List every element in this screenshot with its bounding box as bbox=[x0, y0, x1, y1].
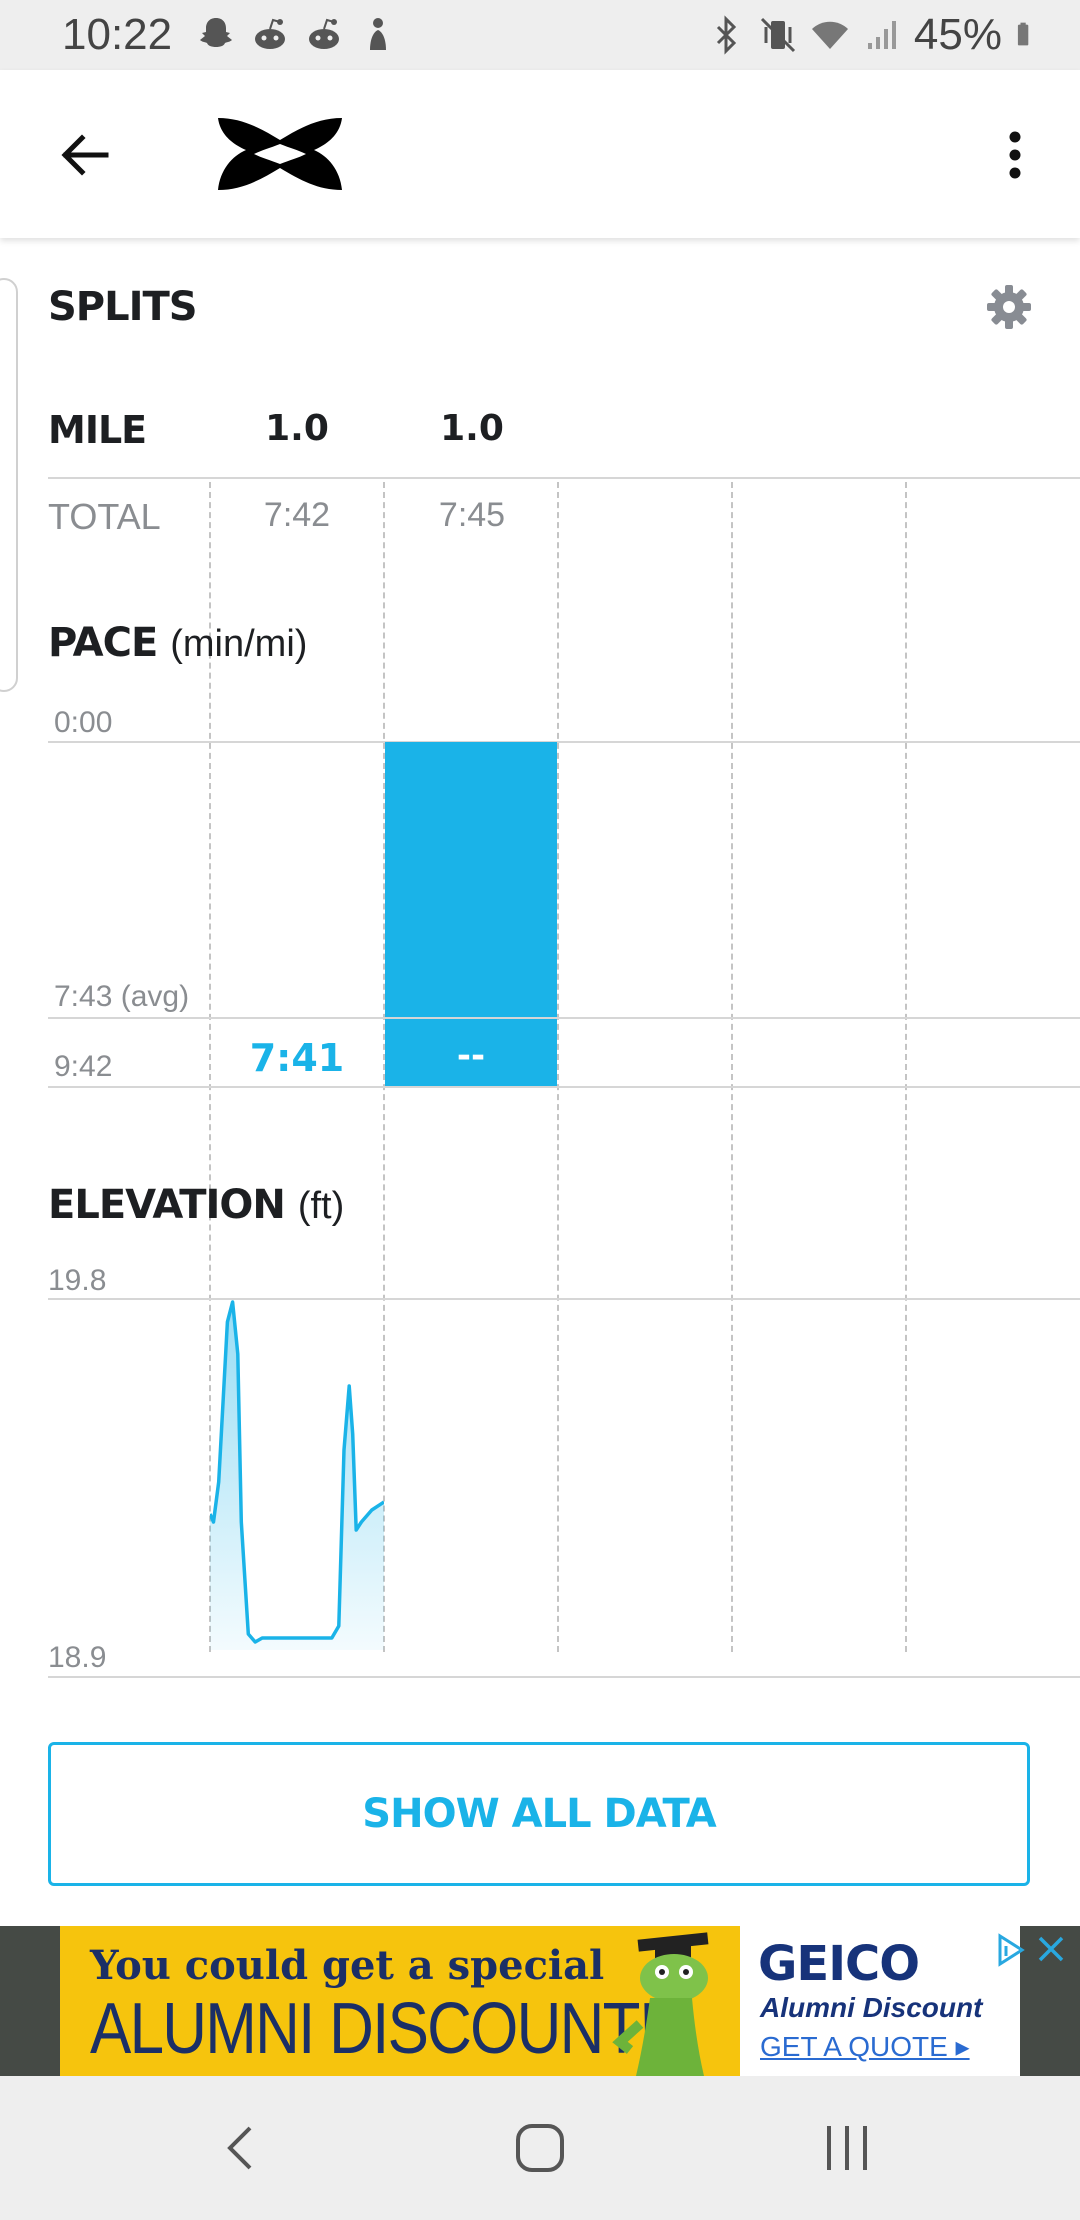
pace-avg-line bbox=[48, 1017, 1080, 1019]
geico-subtitle: Alumni Discount bbox=[760, 1992, 983, 2023]
mile-value-2: 1.0 bbox=[440, 408, 504, 449]
total-value-1: 7:42 bbox=[263, 496, 331, 534]
wifi-icon bbox=[811, 21, 848, 49]
pace-value-split-1: 7:41 bbox=[249, 1036, 345, 1080]
ad-subheadline: ALUMNI DISCOUNT! bbox=[90, 1989, 656, 2069]
elevation-axis-bottom: 18.9 bbox=[48, 1641, 107, 1674]
pace-bottom-line bbox=[48, 1086, 1080, 1088]
elevation-axis-top: 19.8 bbox=[48, 1264, 107, 1297]
app-bar bbox=[0, 70, 1080, 238]
pace-axis-top: 0:00 bbox=[54, 706, 113, 739]
column-guide bbox=[209, 482, 211, 1652]
show-all-data-button[interactable]: SHOW ALL DATA bbox=[48, 1742, 1030, 1886]
close-icon[interactable] bbox=[1032, 1930, 1070, 1968]
column-guide bbox=[383, 482, 385, 1652]
pace-title-text: PACE bbox=[48, 620, 158, 666]
reddit-icon bbox=[309, 18, 339, 49]
elevation-line bbox=[210, 1300, 384, 1644]
nav-back-icon[interactable] bbox=[210, 2116, 274, 2180]
splits-title: SPLITS bbox=[48, 284, 198, 330]
ad-creative[interactable]: You could get a special ALUMNI DISCOUNT!… bbox=[60, 1926, 1020, 2076]
total-value-2: 7:45 bbox=[438, 496, 506, 534]
mile-value-1: 1.0 bbox=[265, 408, 329, 449]
elevation-unit: (ft) bbox=[297, 1185, 345, 1227]
arrow-back-icon[interactable] bbox=[50, 120, 120, 190]
battery-icon bbox=[1017, 22, 1029, 46]
get-quote-link[interactable]: GET A QUOTE ▸ bbox=[760, 2031, 970, 2062]
geico-panel: GEICO Alumni Discount GET A QUOTE ▸ bbox=[740, 1926, 1020, 2076]
previous-card-edge[interactable] bbox=[0, 278, 18, 692]
column-guide bbox=[731, 482, 733, 1652]
nav-home-icon[interactable] bbox=[508, 2116, 572, 2180]
snapchat-icon bbox=[200, 18, 232, 47]
notification-icons bbox=[196, 14, 398, 54]
adchoices-icon[interactable] bbox=[992, 1932, 1028, 1968]
gecko-mascot-icon bbox=[612, 1932, 709, 2076]
pace-title: PACE (min/mi) bbox=[48, 620, 307, 666]
elevation-title-text: ELEVATION bbox=[48, 1182, 286, 1228]
pace-axis-bottom: 9:42 bbox=[54, 1050, 113, 1083]
pace-bar-split-2[interactable] bbox=[385, 742, 557, 1086]
elevation-chart bbox=[210, 1300, 384, 1650]
splits-header-divider bbox=[48, 477, 1080, 479]
status-right: 45% bbox=[706, 10, 1040, 60]
status-bar: 10:22 45% bbox=[0, 0, 1080, 70]
notification-icon bbox=[370, 18, 386, 50]
mile-label: MILE bbox=[48, 408, 147, 452]
pace-value-split-2: -- bbox=[456, 1036, 486, 1076]
nav-recents-icon[interactable] bbox=[815, 2116, 879, 2180]
gear-icon[interactable] bbox=[984, 282, 1034, 332]
ad-banner: You could get a special ALUMNI DISCOUNT!… bbox=[0, 1926, 1080, 2076]
ad-headline: You could get a special bbox=[90, 1942, 605, 1989]
reddit-icon bbox=[255, 18, 285, 49]
geico-logo: GEICO bbox=[758, 1936, 920, 1992]
pace-top-line bbox=[48, 741, 1080, 743]
column-guide bbox=[905, 482, 907, 1652]
bluetooth-icon bbox=[716, 15, 737, 55]
signal-icon bbox=[867, 21, 896, 49]
total-label: TOTAL bbox=[48, 496, 161, 537]
elevation-title: ELEVATION (ft) bbox=[48, 1182, 344, 1228]
elevation-top-line bbox=[48, 1298, 1080, 1300]
system-nav-bar bbox=[0, 2076, 1080, 2220]
column-guide bbox=[557, 482, 559, 1652]
vibrate-icon bbox=[760, 17, 795, 53]
pace-avg-label: 7:43 (avg) bbox=[54, 980, 190, 1013]
elevation-bottom-line bbox=[48, 1676, 1080, 1678]
pace-unit: (min/mi) bbox=[170, 623, 308, 665]
battery-percent: 45% bbox=[913, 10, 1002, 59]
under-armour-logo bbox=[218, 118, 342, 190]
more-vert-icon[interactable] bbox=[980, 120, 1050, 190]
status-time: 10:22 bbox=[62, 10, 173, 59]
